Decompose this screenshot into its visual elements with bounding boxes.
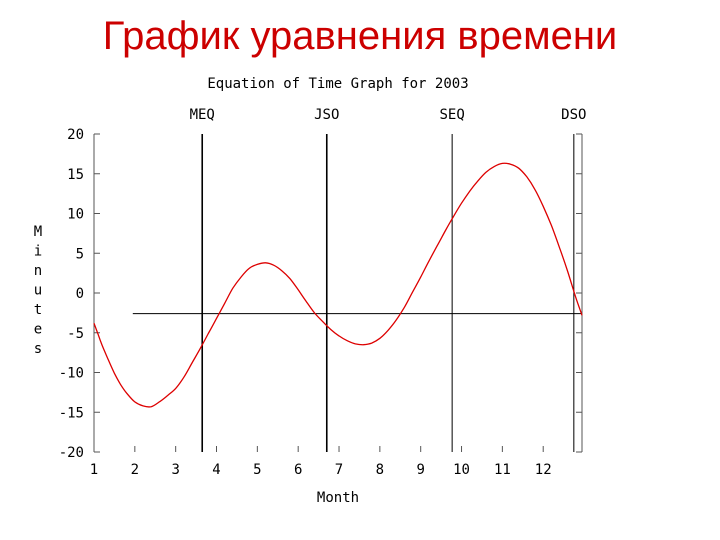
slide-title: График уравнения времени: [102, 14, 618, 58]
y-tick-label: 10: [67, 207, 84, 223]
marker-label-seq: SEQ: [439, 107, 464, 123]
y-tick-label: -20: [59, 445, 84, 461]
x-tick-label: 1: [90, 462, 98, 478]
y-tick-label: 0: [76, 286, 84, 302]
marker-label-dso: DSO: [561, 107, 586, 123]
x-tick-label: 2: [131, 462, 139, 478]
series-line-equation-of-time: [93, 162, 583, 408]
x-axis-ticks: 1 2 3 4 5 6 7 8 9 10 11 12: [90, 446, 552, 478]
chart-title: Equation of Time Graph for 2003: [207, 76, 468, 92]
y-tick-label: 20: [67, 127, 84, 143]
x-tick-label: 3: [171, 462, 179, 478]
y-tick-label: 15: [67, 167, 84, 183]
solstice-equinox-markers: MEQ JSO SEQ DSO: [190, 107, 586, 452]
y-axis-ticks: 20 15 10 5 0 -5 -10 -15 -20: [59, 127, 582, 461]
x-tick-label: 5: [253, 462, 261, 478]
x-tick-label: 7: [335, 462, 343, 478]
x-tick-label: 8: [376, 462, 384, 478]
y-tick-label: -15: [59, 405, 84, 421]
x-tick-label: 10: [453, 462, 470, 478]
x-tick-label: 11: [494, 462, 511, 478]
y-tick-label: -5: [67, 326, 84, 342]
x-axis-label: Month: [317, 490, 359, 506]
x-tick-label: 6: [294, 462, 302, 478]
y-tick-label: 5: [76, 246, 84, 262]
x-tick-label: 9: [416, 462, 424, 478]
y-tick-label: -10: [59, 366, 84, 382]
x-tick-label: 4: [212, 462, 220, 478]
marker-label-meq: MEQ: [190, 107, 215, 123]
x-tick-label: 12: [535, 462, 552, 478]
marker-label-jso: JSO: [314, 107, 339, 123]
plot-frame: [93, 134, 583, 452]
